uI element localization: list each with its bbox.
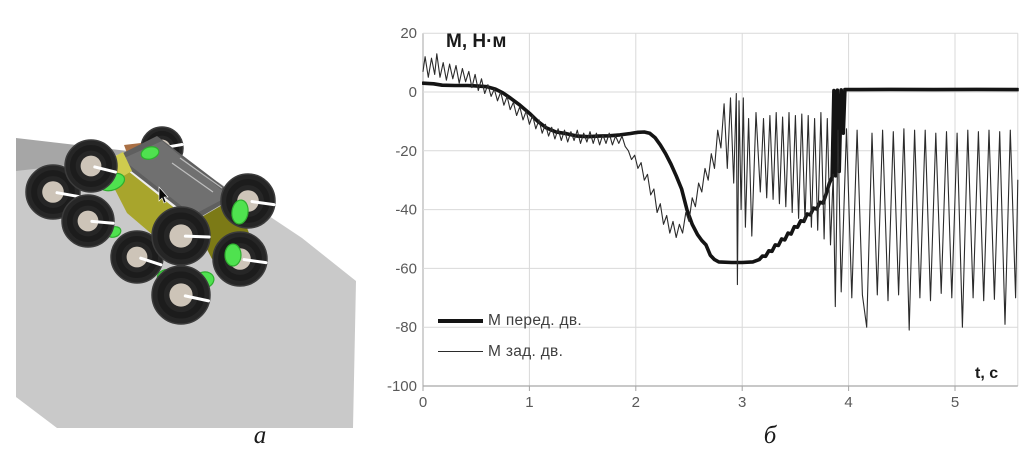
- legend-item-rear-motor: М зад. дв.: [438, 336, 582, 367]
- rear-motor-torque-line: [422, 53, 1019, 331]
- tire-tread: [115, 235, 159, 279]
- tire-tread: [157, 271, 205, 319]
- chart-legend: М перед. дв. М зад. дв.: [438, 305, 582, 367]
- wheel-spoke: [183, 294, 211, 303]
- wheel-spoke: [93, 165, 117, 174]
- torque-chart: 0 1 2 3 4 5 20 0 -20 -40 -60 -80 -100 М, Н·м t, с: [387, 25, 1019, 411]
- suspension-link: [140, 146, 160, 160]
- wheel: [151, 265, 211, 325]
- wheel: [64, 139, 118, 193]
- thick-line-swatch: [438, 318, 483, 323]
- y-axis-title: М, Н·м: [446, 31, 507, 52]
- subfigure-caption-b: б: [763, 422, 777, 449]
- y-tick-label: -20: [395, 143, 417, 160]
- plate-lettering-mark: [171, 162, 214, 193]
- wheel-spoke: [242, 258, 268, 265]
- hub: [169, 224, 193, 248]
- legend-label: М зад. дв.: [488, 342, 564, 360]
- simulation-render-panel: [16, 126, 356, 428]
- wheel-spoke: [55, 191, 81, 199]
- suspension-link: [231, 199, 249, 225]
- wheel-spoke: [183, 234, 211, 239]
- x-tick-label: 4: [844, 394, 852, 411]
- wheel: [61, 194, 115, 248]
- y-tick-label: 0: [409, 84, 417, 101]
- wheel: [220, 173, 276, 229]
- x-axis-title: t, с: [975, 365, 998, 382]
- x-tick-label: 5: [951, 394, 959, 411]
- x-tick-label: 0: [419, 394, 427, 411]
- tire-tread: [66, 199, 110, 243]
- hub: [42, 181, 64, 203]
- y-tick-label: -100: [387, 378, 417, 395]
- y-tick-label: -60: [395, 260, 417, 277]
- wheel: [151, 206, 211, 266]
- legend-item-front-motor: М перед. дв.: [438, 305, 582, 336]
- x-tick-label: 1: [525, 394, 533, 411]
- plate-lettering-mark: [179, 157, 223, 189]
- tire-tread: [218, 237, 262, 281]
- wheel-spoke: [139, 256, 163, 267]
- wheel-spoke: [250, 200, 276, 207]
- x-tick-label: 2: [632, 394, 640, 411]
- thin-line-swatch: [438, 350, 483, 353]
- hub: [126, 246, 148, 268]
- suspension-link: [224, 243, 242, 267]
- tire-tread: [226, 179, 270, 223]
- tire-tread: [69, 144, 113, 188]
- hub: [169, 283, 193, 307]
- legend-label: М перед. дв.: [488, 311, 582, 329]
- subfigure-caption-a: а: [253, 422, 267, 449]
- cursor-arrow: [158, 186, 169, 204]
- tire-tread: [31, 170, 75, 214]
- y-tick-label: 20: [400, 25, 417, 42]
- hub: [77, 210, 99, 232]
- x-tick-label: 3: [738, 394, 746, 411]
- y-tick-label: -80: [395, 319, 417, 336]
- wheel-spoke: [90, 219, 115, 225]
- y-tick-label: -40: [395, 202, 417, 219]
- hub: [80, 155, 102, 177]
